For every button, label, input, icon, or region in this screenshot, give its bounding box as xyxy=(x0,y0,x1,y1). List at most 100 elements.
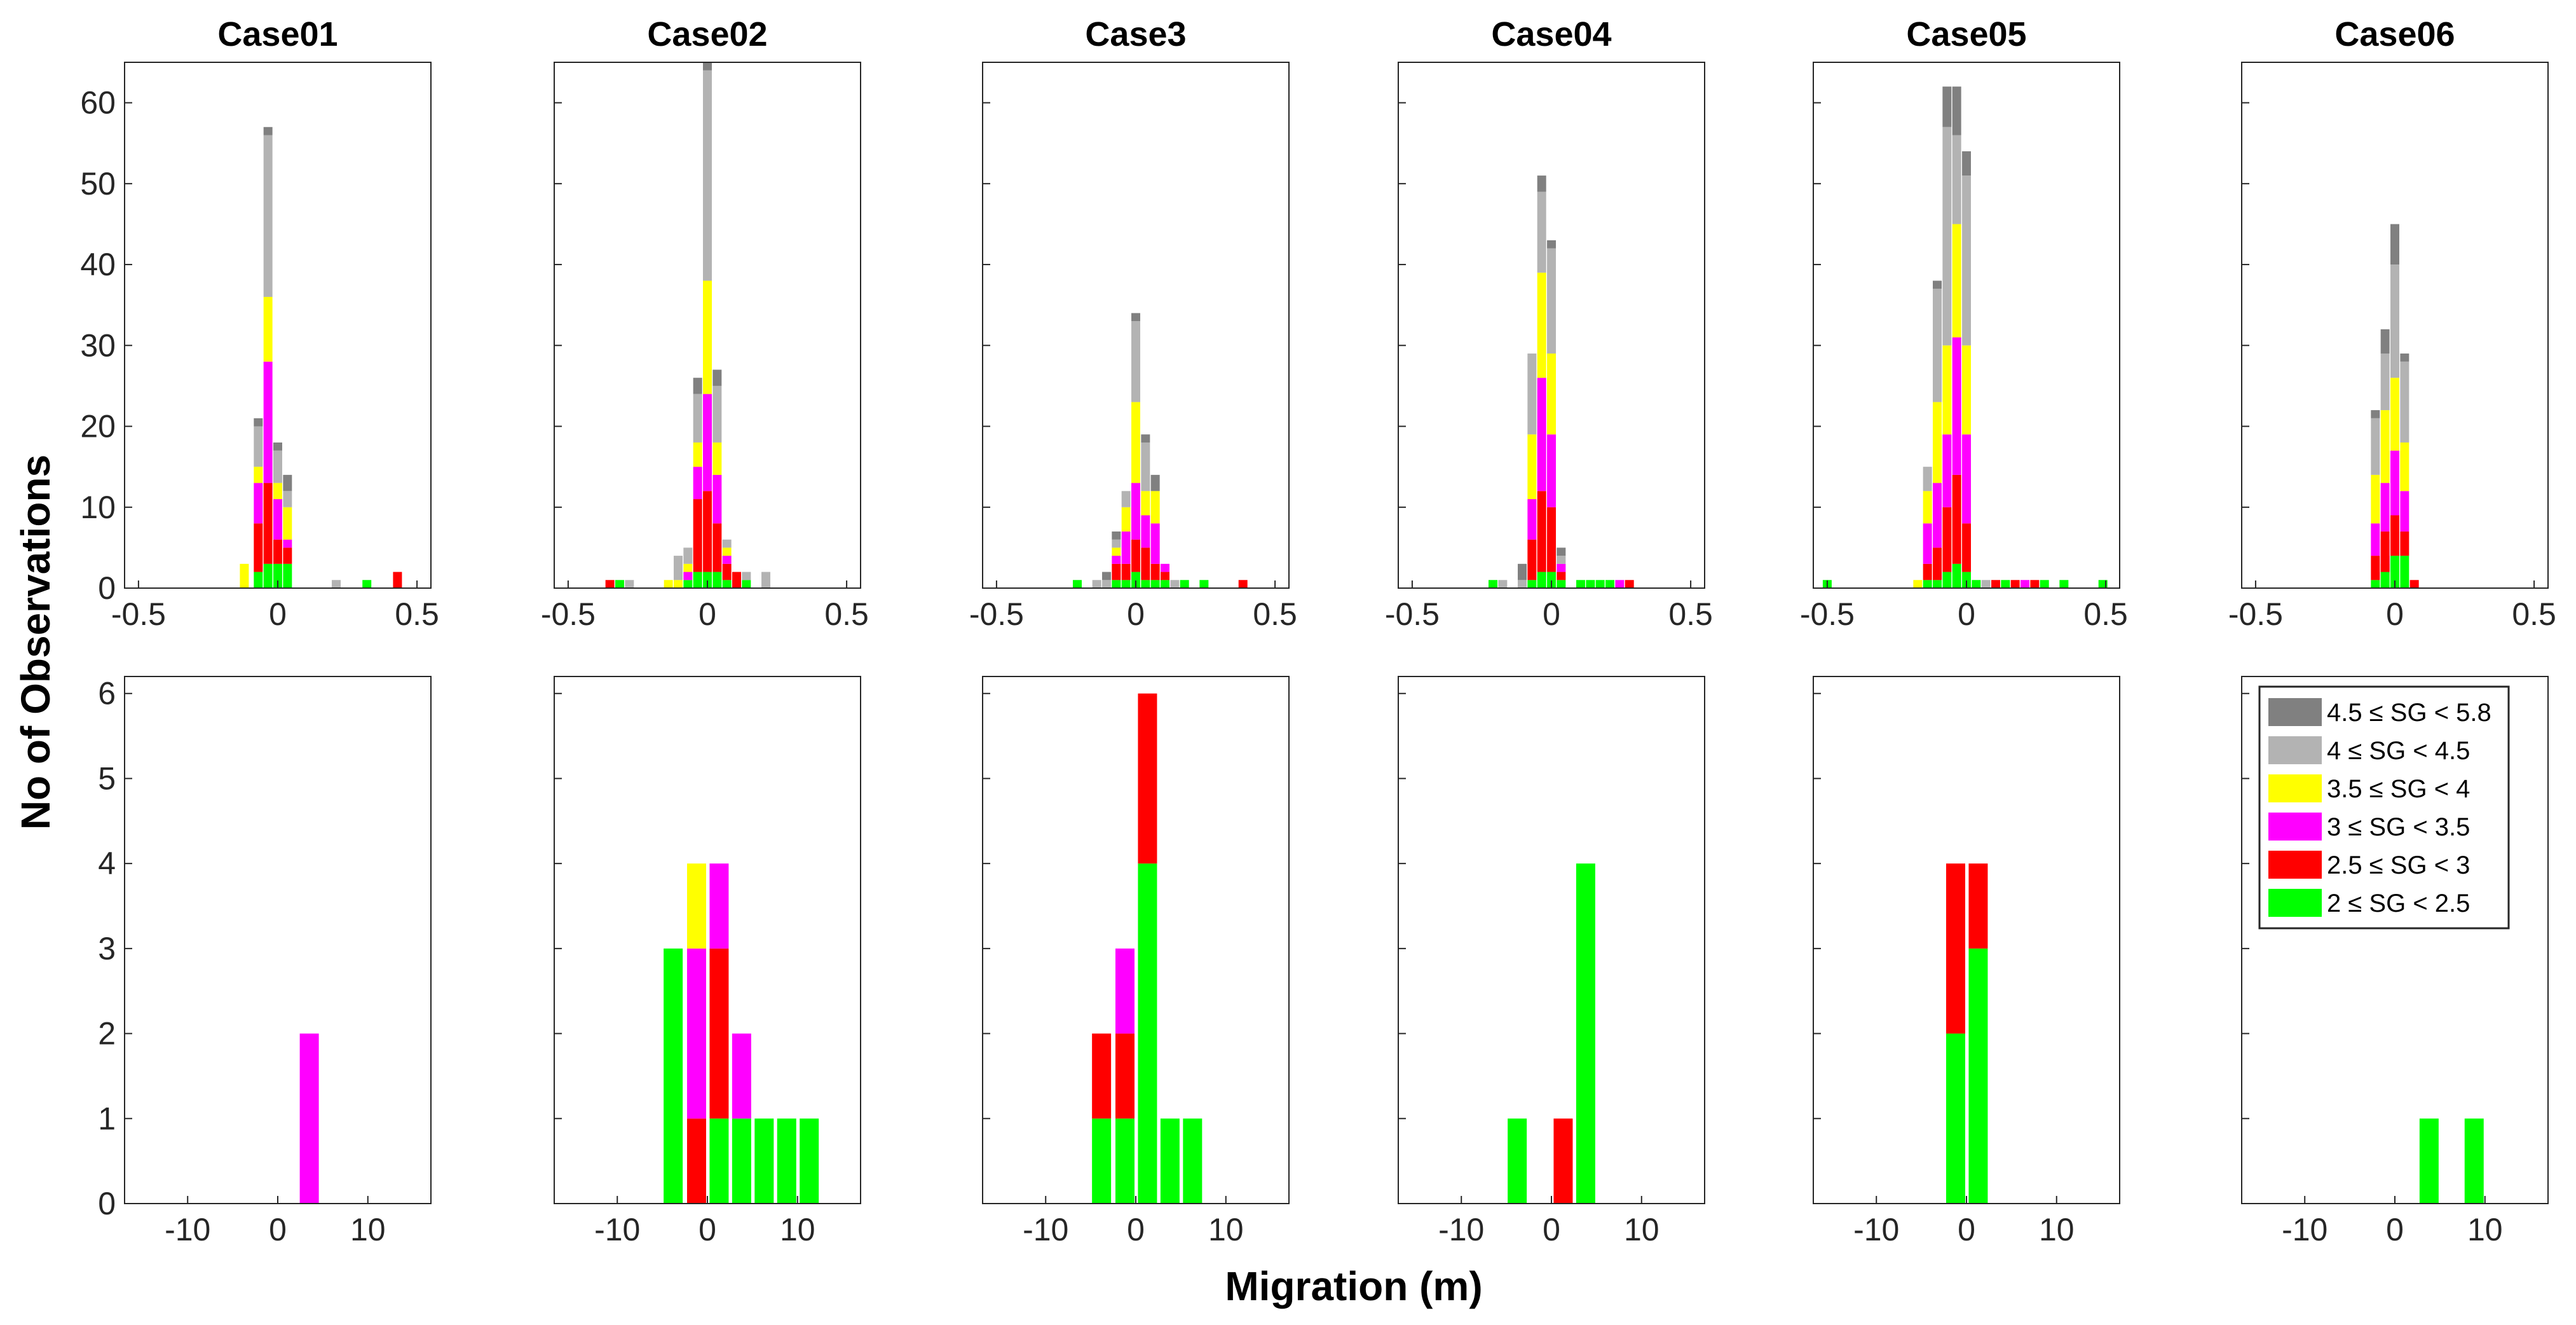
bar-segment xyxy=(2371,410,2380,418)
x-tick-label: -0.5 xyxy=(541,596,596,632)
bar-segment xyxy=(2030,580,2040,588)
x-tick-label: -10 xyxy=(1023,1212,1068,1247)
legend-swatch xyxy=(2268,698,2322,726)
bar-segment xyxy=(1112,539,1121,548)
bar-segment xyxy=(693,394,702,443)
bar-segment xyxy=(1981,580,1991,588)
y-tick-label: 3 xyxy=(98,931,116,966)
panel-title: Case06 xyxy=(2334,15,2455,53)
bar-segment xyxy=(283,474,292,491)
bar-segment xyxy=(263,483,273,564)
y-tick-label: 20 xyxy=(80,409,116,444)
bar-segment xyxy=(1932,580,1942,588)
bar-segment xyxy=(2021,580,2030,588)
bar-segment xyxy=(709,1118,729,1204)
bar-segment xyxy=(1150,523,1160,564)
y-tick-label: 30 xyxy=(80,327,116,363)
bar-segment xyxy=(1092,1033,1112,1119)
bar-segment xyxy=(1962,523,1971,572)
bar-segment xyxy=(1942,127,1952,346)
bar-segment xyxy=(1161,572,1170,580)
bar-segment xyxy=(761,572,771,588)
y-tick-label: 6 xyxy=(98,676,116,711)
bar-segment xyxy=(1913,580,1923,588)
bar-segment xyxy=(1199,580,1209,588)
bar-segment xyxy=(283,491,292,507)
y-tick-label: 2 xyxy=(98,1016,116,1052)
legend: 4.5 ≤ SG < 5.8 4 ≤ SG < 4.5 3.5 ≤ SG < 4 3 … xyxy=(2258,685,2510,930)
bar-segment xyxy=(1115,1033,1135,1119)
bar-segment xyxy=(2380,329,2390,354)
bar-segment xyxy=(732,1118,751,1204)
bar-segment xyxy=(1115,948,1135,1034)
bar-segment xyxy=(777,1118,796,1204)
bar-segment xyxy=(693,499,702,572)
bar-segment xyxy=(2400,442,2409,491)
bar-segment xyxy=(1962,434,1971,524)
bar-segment xyxy=(2400,491,2409,532)
bar-segment xyxy=(2380,483,2390,532)
bar-segment xyxy=(1121,580,1131,588)
bar-segment xyxy=(2371,523,2380,556)
y-tick-label: 0 xyxy=(98,1186,116,1221)
bar-segment xyxy=(2001,580,2010,588)
legend-entry: 3 ≤ SG < 3.5 xyxy=(2327,813,2470,841)
bar-segment xyxy=(673,556,683,580)
legend-swatch xyxy=(2268,813,2322,841)
bar-segment xyxy=(1923,563,1932,580)
bar-segment xyxy=(1121,563,1131,580)
legend-entry: 2 ≤ SG < 2.5 xyxy=(2327,889,2470,917)
bar-segment xyxy=(273,450,282,483)
bar-segment xyxy=(1150,491,1160,524)
bar-segment xyxy=(754,1118,774,1204)
bar-segment xyxy=(712,385,722,443)
legend-swatch xyxy=(2268,736,2322,764)
bar-segment xyxy=(1101,572,1111,580)
x-tick-label: 0.5 xyxy=(2083,596,2128,632)
x-tick-label: 0 xyxy=(1127,1212,1145,1247)
bar-segment xyxy=(664,948,683,1204)
legend-box xyxy=(2258,685,2510,930)
x-tick-label: 10 xyxy=(780,1212,815,1247)
bar-segment xyxy=(742,572,751,580)
bar-segment xyxy=(683,563,693,572)
y-tick-label: 0 xyxy=(98,570,116,606)
bar-segment xyxy=(1238,580,1248,588)
bar-segment xyxy=(1131,572,1140,588)
bar-segment xyxy=(683,580,693,588)
x-tick-label: 0 xyxy=(699,596,716,632)
bar-segment xyxy=(1547,434,1556,507)
bar-segment xyxy=(1150,474,1160,491)
bar-segment xyxy=(254,418,263,427)
bar-segment xyxy=(709,863,729,949)
axes-box xyxy=(982,676,1290,1204)
bar-segment xyxy=(625,580,634,588)
bar-segment xyxy=(283,563,292,588)
x-axis-label: Migration (m) xyxy=(1225,1263,1482,1309)
bar-segment xyxy=(2371,556,2380,580)
x-tick-label: 0 xyxy=(1127,596,1145,632)
bar-segment xyxy=(1942,345,1952,435)
bar-segment xyxy=(1121,491,1131,507)
bar-segment xyxy=(273,539,282,564)
bar-segment xyxy=(1625,580,1634,588)
bar-segment xyxy=(703,394,712,491)
bar-segment xyxy=(2040,580,2049,588)
bar-segment xyxy=(615,580,624,588)
bar-segment xyxy=(1141,442,1150,491)
bar-segment xyxy=(1605,580,1615,588)
bar-segment xyxy=(703,70,712,281)
bar-segment xyxy=(2390,224,2399,265)
bar-segment xyxy=(1942,86,1952,127)
bar-segment xyxy=(712,369,722,386)
bottom-histogram-Case04: -10 0 10 xyxy=(1398,676,1705,1247)
bar-segment xyxy=(2059,580,2069,588)
bar-segment xyxy=(686,1118,706,1204)
x-tick-label: 0 xyxy=(1958,596,1975,632)
bar-segment xyxy=(2400,354,2409,362)
bar-segment xyxy=(712,474,722,524)
legend-entry: 4 ≤ SG < 4.5 xyxy=(2327,737,2470,765)
bar-segment xyxy=(283,547,292,564)
y-tick-label: 1 xyxy=(98,1101,116,1136)
